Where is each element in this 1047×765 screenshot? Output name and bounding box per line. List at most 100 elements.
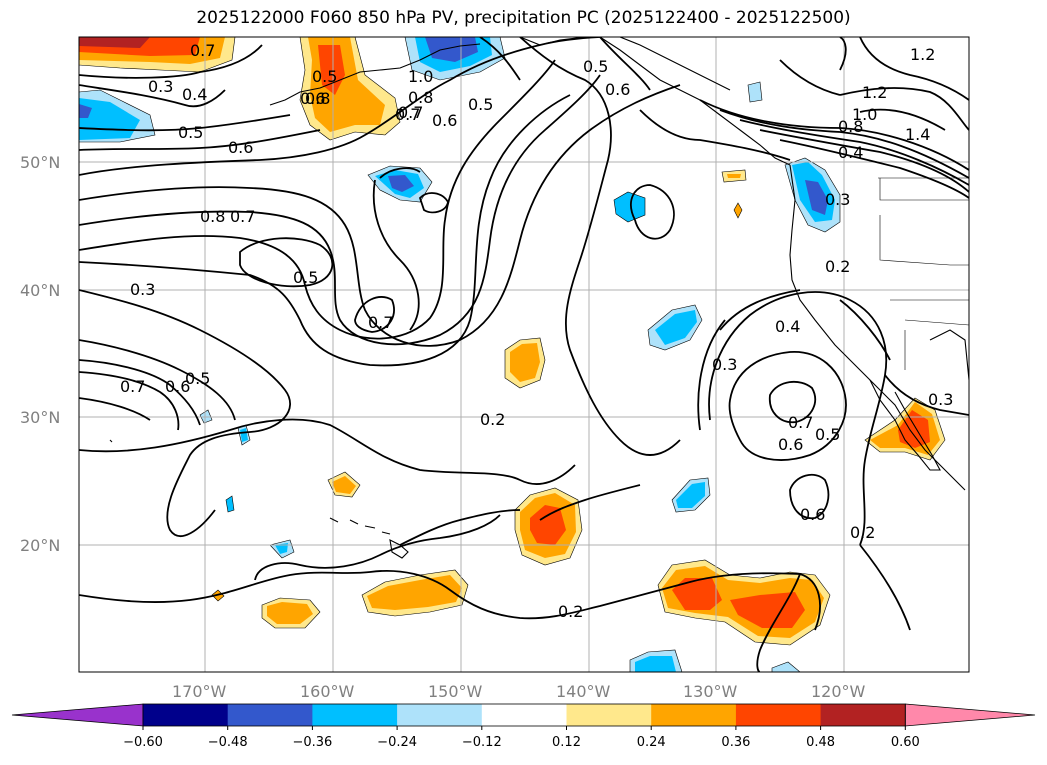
contour-label: 0.8 (200, 207, 225, 226)
contour-labels: 0.7 0.5 0.3 0.4 0.5 0.6 0.6 0.8 0.7 1.0 … (120, 41, 953, 621)
colorbar-segment (820, 704, 906, 726)
precip-area (425, 37, 478, 62)
contour-label: 0.3 (928, 390, 953, 409)
lon-label: 130°W (683, 682, 738, 701)
precip-area (672, 578, 722, 610)
precip-area (225, 495, 235, 513)
lat-label: 40°N (20, 281, 60, 300)
contour-label: 1.2 (862, 83, 887, 102)
lon-label: 160°W (300, 682, 355, 701)
precip-area (805, 180, 828, 215)
contour-label: 0.3 (825, 190, 850, 209)
pv-contours (79, 37, 969, 672)
contour-label: 0.6 (432, 111, 457, 130)
precip-area (275, 543, 288, 554)
contour-label: 0.2 (850, 523, 875, 542)
colorbar-segment (651, 704, 737, 726)
colorbar-segment (566, 704, 652, 726)
colorbar-tick-label: −0.48 (208, 735, 248, 750)
colorbar-tick-label: 0.48 (806, 735, 835, 750)
contour-label: 0.8 (305, 89, 330, 108)
colorbar-extend-low (11, 703, 144, 727)
lon-label: 150°W (428, 682, 483, 701)
contour-label: 0.4 (182, 85, 207, 104)
contour-label: 0.3 (130, 280, 155, 299)
contour-label: 0.8 (408, 88, 433, 107)
precip-area (655, 310, 697, 345)
precip-area (613, 191, 646, 223)
precip-area (530, 505, 566, 545)
lon-label: 120°W (811, 682, 866, 701)
precip-area (388, 175, 414, 192)
contour-label: 1.2 (910, 45, 935, 64)
contour-label: 0.2 (480, 410, 505, 429)
contour-label: 0.7 (120, 377, 145, 396)
precip-shading (79, 37, 946, 672)
contour-label: 0.5 (312, 67, 337, 86)
colorbar-tick-label: 0.60 (891, 735, 920, 750)
contour-label: 0.3 (148, 77, 173, 96)
contour-label: 0.5 (583, 57, 608, 76)
colorbar-segment (735, 704, 822, 726)
colorbar-tick-label: −0.36 (292, 735, 332, 750)
contour-label: 0.4 (838, 143, 863, 162)
precip-area (747, 81, 763, 103)
precip-area (79, 37, 150, 48)
contour-label: 0.6 (228, 138, 253, 157)
lon-label: 170°W (172, 682, 227, 701)
contour-label: 1.4 (905, 125, 930, 144)
colorbar-tick-label: 0.36 (721, 735, 750, 750)
contour-label: 0.8 (838, 117, 863, 136)
contour-label: 0.5 (178, 123, 203, 142)
lat-label: 20°N (20, 536, 60, 555)
lon-axis: 170°W 160°W 150°W 140°W 130°W 120°W (172, 682, 866, 701)
colorbar-segment (481, 704, 567, 726)
colorbar-tick-label: 0.12 (552, 735, 581, 750)
contour-label: 0.5 (815, 425, 840, 444)
contour-label: 0.5 (468, 95, 493, 114)
contour-label: 0.7 (788, 413, 813, 432)
precip-area (727, 174, 741, 178)
contour-label: 0.6 (300, 89, 325, 108)
contour-label: 0.4 (775, 317, 800, 336)
colorbar-segment (397, 704, 483, 726)
contour-label: 0.7 (395, 105, 420, 124)
lat-axis: 50°N 40°N 30°N 20°N (20, 153, 60, 555)
contour-label: 0.6 (605, 80, 630, 99)
precip-area (635, 656, 676, 672)
colorbar-extend-high (904, 703, 1036, 727)
map-frame (78, 36, 970, 673)
precip-area (733, 202, 743, 219)
contour-label: 0.6 (800, 505, 825, 524)
precip-area (676, 482, 705, 508)
contour-label: 0.5 (185, 369, 210, 388)
colorbar-segment (227, 704, 313, 726)
contour-label: 0.3 (712, 355, 737, 374)
colorbar: −0.60 −0.48 −0.36 −0.24 −0.12 0.12 0.24 0.36 0.4… (11, 703, 1036, 750)
precip-area (267, 602, 313, 624)
colorbar-tick-label: −0.24 (377, 735, 417, 750)
contour-label: 0.2 (558, 602, 583, 621)
colorbar-tick-label: 0.24 (637, 735, 666, 750)
contour-label: 0.5 (293, 268, 318, 287)
contour-label: 0.7 (190, 41, 215, 60)
colorbar-tick-label: −0.60 (123, 735, 163, 750)
contour-label: 0.6 (778, 435, 803, 454)
precip-area (211, 589, 225, 602)
precip-area (332, 476, 356, 494)
colorbar-segment (312, 704, 398, 726)
contour-label: 0.7 (398, 103, 423, 122)
contour-label: 0.6 (165, 377, 190, 396)
precip-area (318, 45, 345, 95)
contour-label: 1.0 (408, 67, 433, 86)
contour-label: 0.7 (230, 207, 255, 226)
colorbar-outline (142, 703, 906, 727)
colorbar-tick-label: −0.12 (462, 735, 502, 750)
contour-label: 1.0 (852, 105, 877, 124)
map-panel: 0.7 0.5 0.3 0.4 0.5 0.6 0.6 0.8 0.7 1.0 … (79, 37, 969, 672)
precip-area (367, 575, 462, 610)
colorbar-segment (143, 704, 229, 726)
lat-label: 30°N (20, 408, 60, 427)
contour-label: 0.7 (368, 313, 393, 332)
